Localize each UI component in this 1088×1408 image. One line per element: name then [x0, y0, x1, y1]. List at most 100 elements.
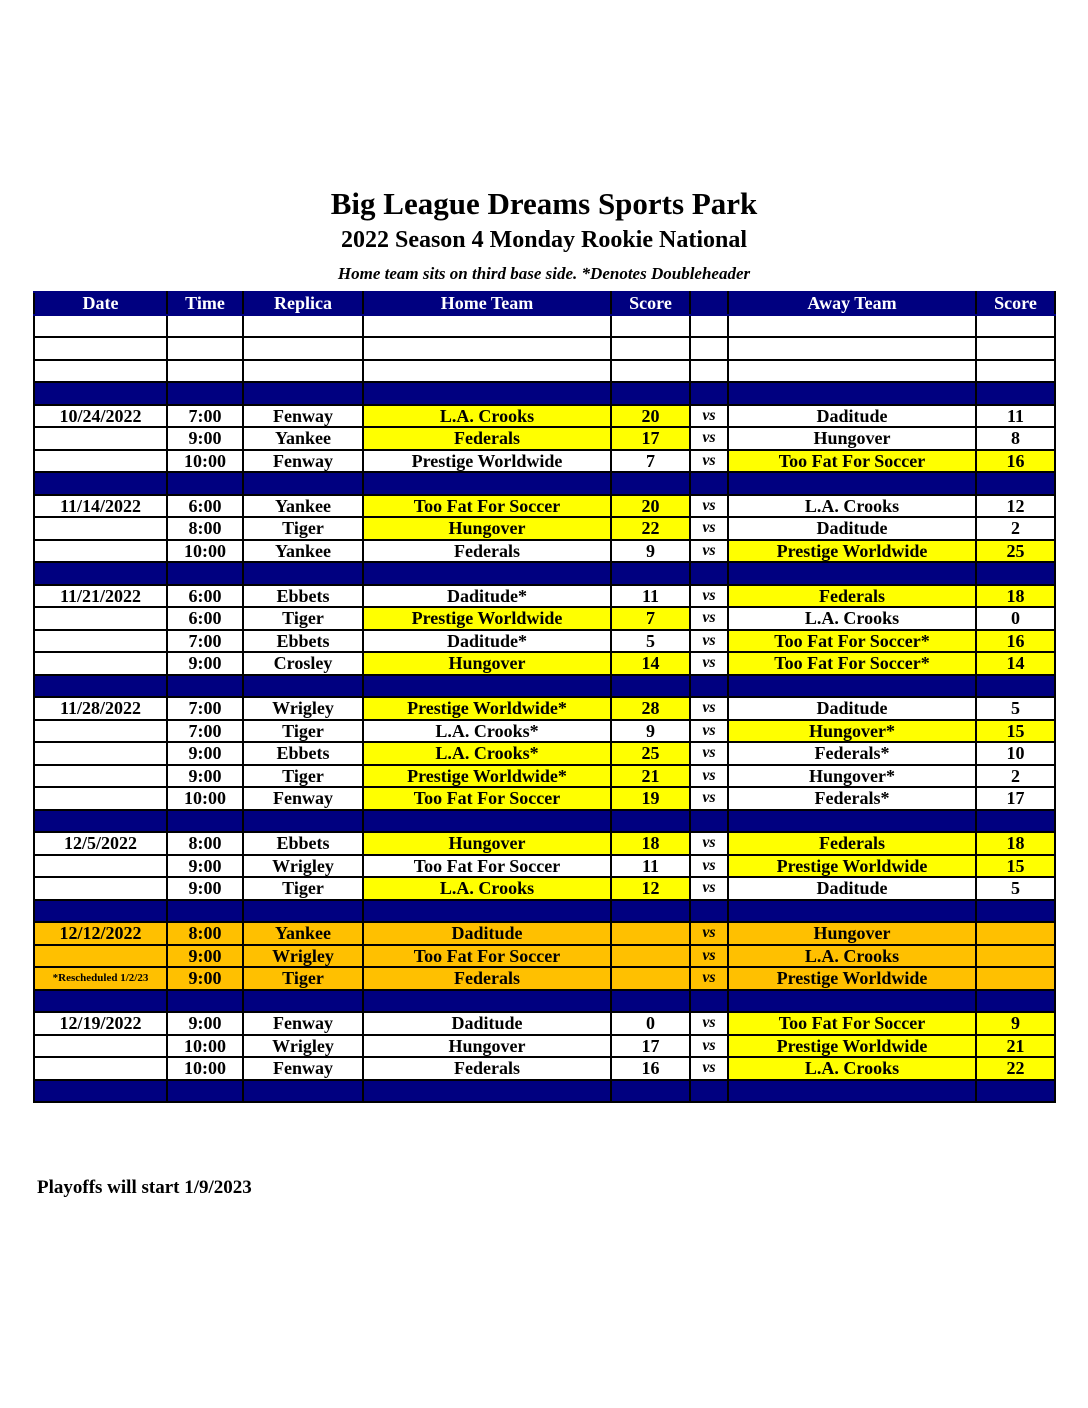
cell-date: 11/28/2022	[33, 696, 168, 721]
empty-cell-away-score	[975, 471, 1056, 496]
cell-time: 10:00	[166, 786, 244, 811]
empty-cell-replica	[242, 808, 364, 833]
empty-cell-away-team	[727, 313, 977, 338]
cell-date: 10/24/2022	[33, 403, 168, 428]
cell-home-score: 19	[610, 786, 691, 811]
cell-away-score: 12	[975, 493, 1056, 518]
cell-away-team: Federals	[727, 583, 977, 608]
cell-home-team: Hungover	[362, 516, 612, 541]
empty-cell-vs	[689, 381, 729, 406]
cell-time: 9:00	[166, 426, 244, 451]
cell-time: 9:00	[166, 651, 244, 676]
cell-home-team: Prestige Worldwide*	[362, 763, 612, 788]
cell-home-score: 5	[610, 628, 691, 653]
separator-row	[33, 898, 1056, 923]
empty-cell-home-score	[610, 336, 691, 361]
cell-vs: vs	[689, 403, 729, 428]
empty-cell-away-team	[727, 358, 977, 383]
blank-row	[33, 336, 1056, 361]
empty-cell-date	[33, 808, 168, 833]
cell-home-team: Too Fat For Soccer	[362, 493, 612, 518]
cell-away-score: 2	[975, 763, 1056, 788]
empty-cell-home-team	[362, 471, 612, 496]
cell-date: 11/21/2022	[33, 583, 168, 608]
empty-cell-away-score	[975, 1078, 1056, 1103]
cell-time: 8:00	[166, 831, 244, 856]
empty-cell-home-team	[362, 561, 612, 586]
playoffs-note: Playoffs will start 1/9/2023	[37, 1177, 252, 1198]
cell-away-score: 15	[975, 718, 1056, 743]
empty-cell-home-team	[362, 808, 612, 833]
cell-away-team: Daditude	[727, 876, 977, 901]
empty-cell-away-score	[975, 988, 1056, 1013]
empty-cell-away-team	[727, 808, 977, 833]
cell-time: 9:00	[166, 876, 244, 901]
cell-replica: Yankee	[242, 921, 364, 946]
empty-cell-replica	[242, 471, 364, 496]
game-row: 7:00 Ebbets Daditude* 5 vs Too Fat For Soccer…	[33, 628, 1056, 653]
cell-away-team: Hungover	[727, 426, 977, 451]
column-header-home-score: Score	[610, 291, 691, 316]
cell-home-score	[610, 966, 691, 991]
cell-replica: Tiger	[242, 966, 364, 991]
empty-cell-home-team	[362, 1078, 612, 1103]
empty-cell-replica	[242, 561, 364, 586]
cell-home-score: 11	[610, 853, 691, 878]
cell-home-team: Daditude*	[362, 583, 612, 608]
cell-away-score: 11	[975, 403, 1056, 428]
empty-cell-away-score	[975, 313, 1056, 338]
empty-cell-date	[33, 673, 168, 698]
cell-away-score: 18	[975, 583, 1056, 608]
cell-home-score: 9	[610, 718, 691, 743]
schedule-table: Date Time Replica Home Team Score Away Team Sc…	[33, 291, 1056, 1103]
cell-home-score: 9	[610, 538, 691, 563]
empty-cell-home-score	[610, 988, 691, 1013]
empty-cell-replica	[242, 1078, 364, 1103]
game-row: 10:00 Fenway Federals 16 vs L.A. Crooks 22	[33, 1056, 1056, 1081]
cell-away-score	[975, 966, 1056, 991]
cell-away-team: Prestige Worldwide	[727, 1033, 977, 1058]
cell-vs: vs	[689, 943, 729, 968]
cell-vs: vs	[689, 628, 729, 653]
cell-vs: vs	[689, 966, 729, 991]
cell-home-score: 14	[610, 651, 691, 676]
empty-cell-vs	[689, 313, 729, 338]
game-row: 12/19/2022 9:00 Fenway Daditude 0 vs Too Fat F…	[33, 1011, 1056, 1036]
cell-date	[33, 1033, 168, 1058]
cell-away-team: Prestige Worldwide	[727, 966, 977, 991]
cell-replica: Wrigley	[242, 1033, 364, 1058]
cell-time: 10:00	[166, 448, 244, 473]
cell-home-team: L.A. Crooks*	[362, 718, 612, 743]
game-row: *Rescheduled 1/2/23 9:00 Tiger Federals vs Pr…	[33, 966, 1056, 991]
cell-away-score: 5	[975, 696, 1056, 721]
cell-vs: vs	[689, 921, 729, 946]
cell-away-score: 2	[975, 516, 1056, 541]
cell-replica: Crosley	[242, 651, 364, 676]
empty-cell-home-team	[362, 313, 612, 338]
cell-away-team: Hungover*	[727, 763, 977, 788]
empty-cell-home-team	[362, 381, 612, 406]
empty-cell-time	[166, 673, 244, 698]
game-row: 9:00 Crosley Hungover 14 vs Too Fat For Socce…	[33, 651, 1056, 676]
schedule-note: Home team sits on third base side. *Deno…	[337, 264, 751, 283]
cell-replica: Tiger	[242, 876, 364, 901]
game-row: 10:00 Fenway Too Fat For Soccer 19 vs Federal…	[33, 786, 1056, 811]
empty-cell-home-team	[362, 898, 612, 923]
column-header-date: Date	[33, 291, 168, 316]
cell-vs: vs	[689, 448, 729, 473]
empty-cell-home-score	[610, 673, 691, 698]
cell-date	[33, 606, 168, 631]
cell-home-team: Prestige Worldwide	[362, 448, 612, 473]
cell-away-score: 8	[975, 426, 1056, 451]
empty-cell-away-team	[727, 673, 977, 698]
game-row: 9:00 Tiger Prestige Worldwide* 21 vs Hungover…	[33, 763, 1056, 788]
cell-away-score: 17	[975, 786, 1056, 811]
cell-away-team: Federals*	[727, 786, 977, 811]
cell-away-team: Too Fat For Soccer*	[727, 628, 977, 653]
cell-replica: Ebbets	[242, 741, 364, 766]
cell-home-score: 0	[610, 1011, 691, 1036]
cell-vs: vs	[689, 1056, 729, 1081]
game-row: 10:00 Wrigley Hungover 17 vs Prestige Worldwi…	[33, 1033, 1056, 1058]
cell-home-team: Hungover	[362, 1033, 612, 1058]
empty-cell-date	[33, 381, 168, 406]
